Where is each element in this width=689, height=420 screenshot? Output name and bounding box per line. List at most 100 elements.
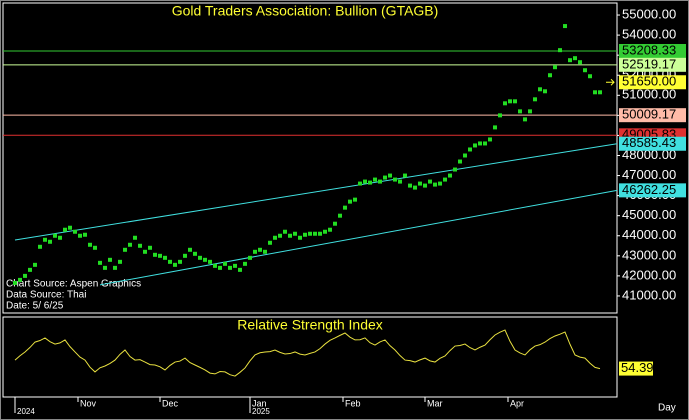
- price-dot: [313, 231, 317, 236]
- y-tick-label: 42000.00: [622, 267, 676, 282]
- last-price-label: 51650.00: [622, 74, 676, 89]
- note: Data Source: Thai: [6, 290, 86, 301]
- price-dot: [278, 233, 282, 238]
- price-dot: [53, 233, 57, 238]
- price-dot: [308, 231, 312, 236]
- x-tick-label: Jan: [252, 398, 267, 408]
- price-dot: [58, 235, 62, 240]
- price-dot: [423, 183, 427, 188]
- price-dot: [568, 58, 572, 63]
- price-dot: [403, 173, 407, 178]
- price-dot: [488, 137, 492, 142]
- x-tick-label: Feb: [345, 398, 361, 408]
- price-dot: [323, 229, 327, 234]
- price-dot: [43, 237, 47, 242]
- price-dot: [23, 273, 27, 278]
- price-dot: [283, 229, 287, 234]
- price-dot: [188, 247, 192, 252]
- price-dot: [343, 205, 347, 210]
- price-dot: [303, 232, 307, 237]
- price-dot: [193, 251, 197, 256]
- price-dot: [463, 153, 467, 158]
- price-dot: [238, 267, 242, 272]
- price-dot: [243, 261, 247, 266]
- price-dot: [528, 109, 532, 114]
- price-dot: [133, 235, 137, 240]
- price-dot: [348, 199, 352, 204]
- price-dot: [398, 179, 402, 184]
- y-tick-label: 41000.00: [622, 287, 676, 302]
- price-dot: [173, 262, 177, 267]
- price-dot: [208, 259, 212, 264]
- y-tick-label: 54000.00: [622, 27, 676, 42]
- price-dot: [228, 265, 232, 270]
- x-tick-label: Mar: [427, 398, 443, 408]
- price-dot: [533, 97, 537, 102]
- price-dot: [263, 249, 267, 254]
- price-dot: [408, 183, 412, 188]
- price-dot: [168, 259, 172, 264]
- price-dot: [203, 257, 207, 262]
- price-dot: [573, 56, 577, 61]
- price-dot: [563, 24, 567, 29]
- price-dot: [163, 255, 167, 260]
- price-dot: [473, 143, 477, 148]
- price-dot: [73, 229, 77, 234]
- price-dot: [218, 265, 222, 270]
- price-dot: [93, 245, 97, 250]
- trend-label-bg: [619, 183, 686, 198]
- price-dot: [333, 221, 337, 226]
- price-dot: [453, 167, 457, 172]
- price-dot: [363, 179, 367, 184]
- price-dot: [468, 147, 472, 152]
- price-dot: [393, 177, 397, 182]
- y-tick-label: 55000.00: [622, 6, 676, 21]
- x-tick-label: Dec: [162, 398, 179, 408]
- price-dot: [493, 125, 497, 130]
- price-dot: [373, 177, 377, 182]
- price-dot: [388, 173, 392, 178]
- price-dot: [523, 117, 527, 122]
- level-label-bg: [619, 108, 686, 123]
- price-dot: [98, 260, 102, 265]
- price-dot: [418, 181, 422, 186]
- price-dot: [253, 249, 257, 254]
- price-dot: [598, 90, 602, 95]
- chart-title: Gold Traders Association: Bullion (GTAGB…: [172, 3, 439, 19]
- price-dot: [593, 90, 597, 95]
- price-dot: [483, 141, 487, 146]
- price-dot: [288, 233, 292, 238]
- trend-line: [14, 143, 618, 241]
- y-tick-label: 51000.00: [622, 87, 676, 102]
- last-price-bg: [619, 75, 686, 90]
- price-dot: [148, 245, 152, 250]
- price-dot: [78, 233, 82, 238]
- trend-line: [99, 189, 618, 286]
- trend-label-bg: [619, 136, 686, 151]
- price-dot: [38, 244, 42, 249]
- level-label: 50009.17: [622, 107, 676, 122]
- price-dot: [518, 109, 522, 114]
- y-tick-label: 47000.00: [622, 167, 676, 182]
- price-dot: [123, 247, 127, 252]
- level-label-bg: [619, 57, 686, 72]
- price-dot: [103, 265, 107, 270]
- price-dot: [88, 242, 92, 247]
- note: Date: 5/ 6/25: [6, 301, 64, 312]
- x-tick-label: Apr: [510, 398, 524, 408]
- level-label: 53208.33: [622, 42, 676, 57]
- price-dot: [583, 68, 587, 73]
- last-price-arrow: [606, 78, 615, 86]
- y-tick-label: 45000.00: [622, 207, 676, 222]
- level-label-bg: [619, 43, 686, 58]
- rsi-label: 54.39: [621, 360, 654, 375]
- price-dot: [443, 177, 447, 182]
- price-dot: [118, 259, 122, 264]
- price-dot: [233, 263, 237, 268]
- price-dot: [248, 255, 252, 260]
- price-dot: [413, 185, 417, 190]
- price-dot: [198, 255, 202, 260]
- price-dot: [588, 74, 592, 79]
